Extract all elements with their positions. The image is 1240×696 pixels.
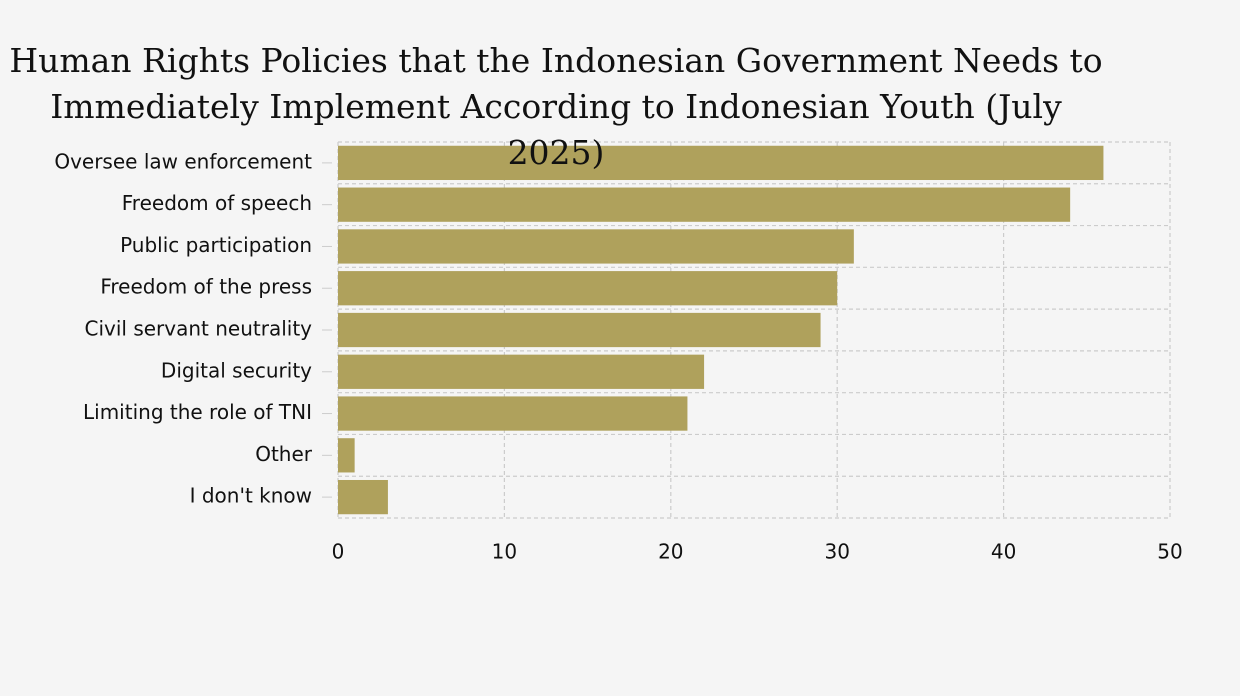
x-tick-label: 50	[1157, 540, 1182, 564]
bar	[338, 145, 1104, 181]
x-tick-label: 30	[824, 540, 849, 564]
y-tick-label: Freedom of speech	[122, 191, 312, 215]
bar	[338, 187, 1071, 222]
y-tick-label: I don't know	[190, 484, 312, 508]
bar	[338, 271, 838, 306]
bar	[338, 312, 821, 348]
y-tick-label: Civil servant neutrality	[84, 317, 312, 341]
bar	[338, 229, 854, 264]
x-tick-label: 40	[991, 540, 1016, 564]
y-tick-label: Oversee law enforcement	[54, 149, 312, 173]
x-tick-label: 0	[332, 540, 345, 564]
bar	[338, 354, 705, 389]
y-tick-label: Limiting the role of TNI	[83, 400, 312, 424]
y-tick-label: Digital security	[161, 358, 312, 382]
y-tick-label: Other	[255, 442, 313, 466]
chart-title: Human Rights Policies that the Indonesia…	[9, 41, 1103, 172]
bar	[338, 479, 388, 515]
bar	[338, 438, 355, 473]
y-tick-label: Freedom of the press	[100, 275, 312, 299]
x-tick-label: 20	[658, 540, 683, 564]
bar	[338, 396, 688, 431]
x-tick-label: 10	[492, 540, 517, 564]
y-tick-label: Public participation	[120, 233, 312, 257]
